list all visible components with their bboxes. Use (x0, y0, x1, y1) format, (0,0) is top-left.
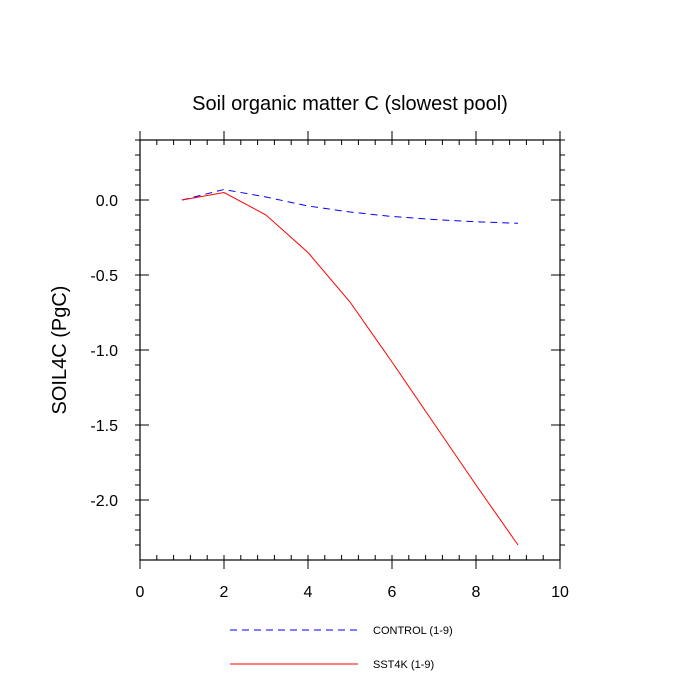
minor-ticks (135, 139, 565, 560)
legend-label: CONTROL (1-9) (373, 625, 453, 637)
series-line (181, 188, 519, 224)
plot-frame (139, 139, 561, 561)
chart-title: Soil organic matter C (slowest pool) (192, 93, 508, 115)
legend-label: SST4K (1-9) (373, 659, 434, 671)
x-tick-label: 0 (136, 584, 145, 601)
y-tick-label: -2.0 (90, 493, 118, 510)
major-ticks (139, 131, 561, 569)
y-tick-label: -1.5 (90, 418, 118, 435)
y-tick-label: 0.0 (96, 193, 118, 210)
y-tick-label: -0.5 (90, 268, 118, 285)
x-tick-label: 4 (304, 584, 313, 601)
x-tick-label: 2 (220, 584, 229, 601)
tick-labels: 0 2 4 6 8 10 0.0 -0.5 -1.0 -1.5 -2.0 (90, 193, 569, 601)
series-lines (181, 188, 519, 546)
y-tick-label: -1.0 (90, 343, 118, 360)
x-tick-label: 6 (388, 584, 397, 601)
x-tick-label: 8 (472, 584, 481, 601)
x-tick-label: 10 (551, 584, 569, 601)
series-line (181, 191, 519, 546)
y-axis-label: SOIL4C (PgC) (49, 286, 71, 415)
legend: CONTROL (1-9) SST4K (1-9) (230, 625, 453, 671)
